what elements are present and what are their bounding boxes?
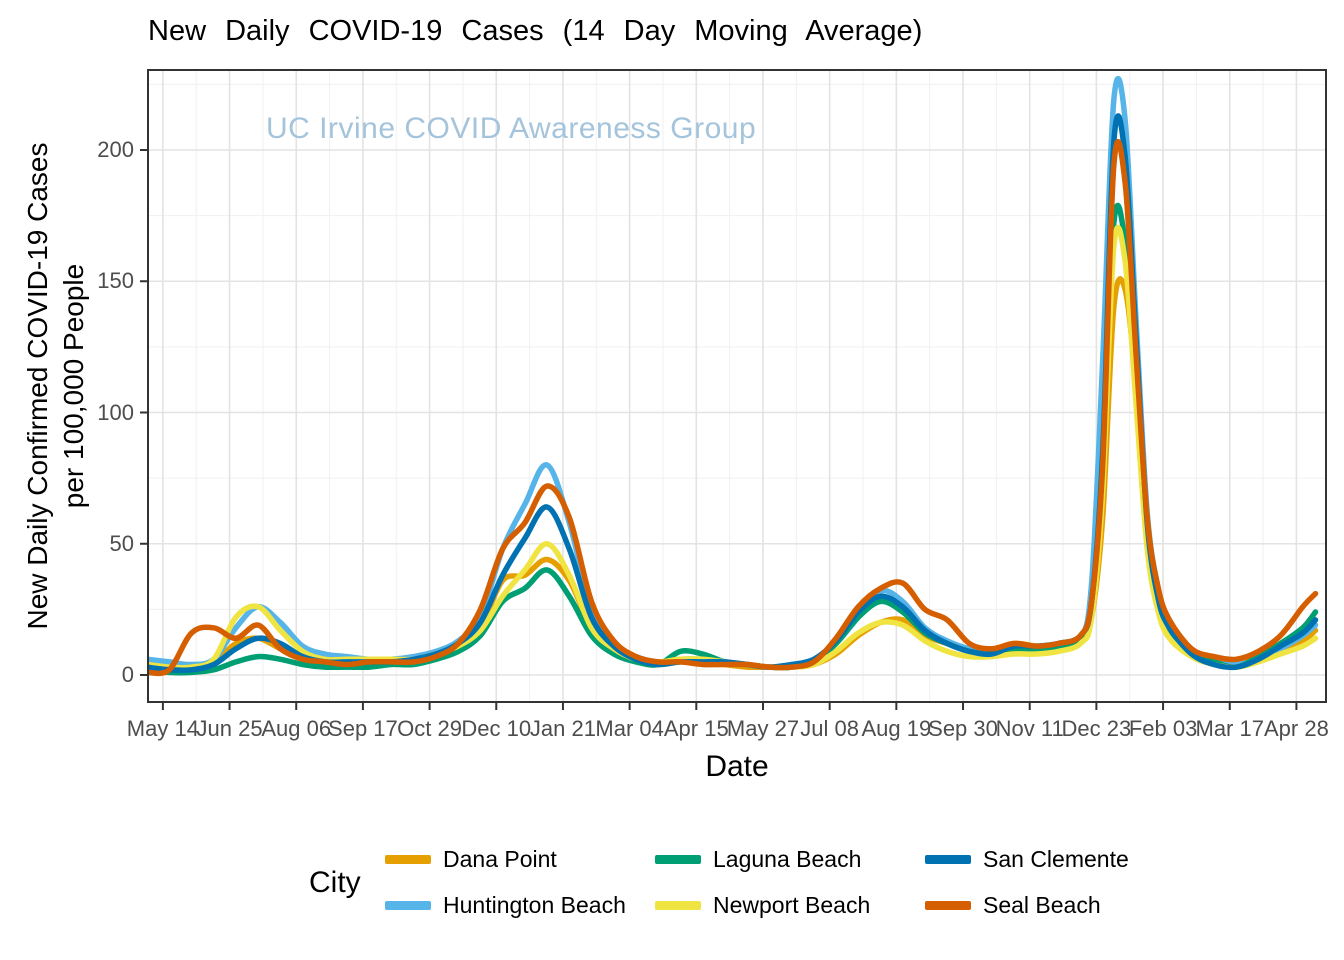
legend-label: San Clemente bbox=[983, 846, 1129, 872]
x-tick-label: Sep 30 bbox=[928, 716, 998, 741]
legend-swatch bbox=[385, 855, 431, 864]
chart-title: New Daily COVID-19 Cases (14 Day Moving … bbox=[148, 15, 923, 47]
x-tick-label: Mar 17 bbox=[1195, 716, 1264, 741]
x-tick-label: Aug 06 bbox=[261, 716, 332, 741]
x-tick-label: May 27 bbox=[726, 716, 800, 741]
x-tick-label: Sep 17 bbox=[328, 716, 398, 741]
y-tick-label: 100 bbox=[97, 399, 134, 425]
x-tick-label: Dec 10 bbox=[461, 716, 532, 741]
legend-swatch bbox=[655, 901, 701, 910]
legend-title: City bbox=[309, 866, 361, 899]
legend-label: Newport Beach bbox=[713, 892, 871, 918]
series-lines bbox=[148, 75, 1319, 677]
x-tick-label: Dec 23 bbox=[1061, 716, 1132, 741]
y-tick-label: 0 bbox=[121, 662, 134, 687]
x-tick-label: Apr 15 bbox=[663, 716, 729, 741]
x-tick-label: Jul 08 bbox=[800, 716, 860, 741]
x-axis-title: Date bbox=[705, 750, 769, 783]
legend-swatch bbox=[655, 855, 701, 864]
x-tick-label: Mar 04 bbox=[595, 716, 664, 741]
x-tick-label: Feb 03 bbox=[1128, 716, 1198, 741]
legend-swatch bbox=[385, 901, 431, 910]
legend-label: Dana Point bbox=[443, 846, 557, 872]
legend-swatch bbox=[925, 901, 971, 910]
watermark-text: UC Irvine COVID Awareness Group bbox=[266, 112, 757, 145]
x-tick-label: Nov 11 bbox=[995, 716, 1064, 741]
y-tick-label: 50 bbox=[109, 530, 134, 556]
legend-label: Laguna Beach bbox=[713, 846, 862, 872]
tick-marks bbox=[140, 149, 1298, 710]
y-axis-title-line2: per 100,000 People bbox=[58, 263, 89, 509]
x-tick-label: Apr 28 bbox=[1264, 716, 1329, 741]
y-tick-label: 200 bbox=[97, 137, 134, 162]
x-tick-label: Oct 29 bbox=[397, 716, 462, 741]
x-tick-label: Aug 19 bbox=[861, 716, 932, 741]
series-line-seal-beach bbox=[148, 138, 1319, 677]
y-axis-title-line1: New Daily Confirmed COVID-19 Cases bbox=[22, 142, 53, 630]
y-tick-label: 150 bbox=[97, 268, 134, 294]
major-gridlines bbox=[148, 70, 1326, 702]
x-tick-label: Jun 25 bbox=[196, 716, 263, 741]
x-tick-label: Jan 21 bbox=[529, 716, 596, 741]
legend-label: Seal Beach bbox=[983, 892, 1101, 918]
legend-label: Huntington Beach bbox=[443, 892, 626, 918]
legend-swatch bbox=[925, 855, 971, 864]
panel-border bbox=[147, 69, 1327, 703]
minor-gridlines bbox=[148, 70, 1326, 702]
x-tick-label: May 14 bbox=[126, 716, 199, 741]
